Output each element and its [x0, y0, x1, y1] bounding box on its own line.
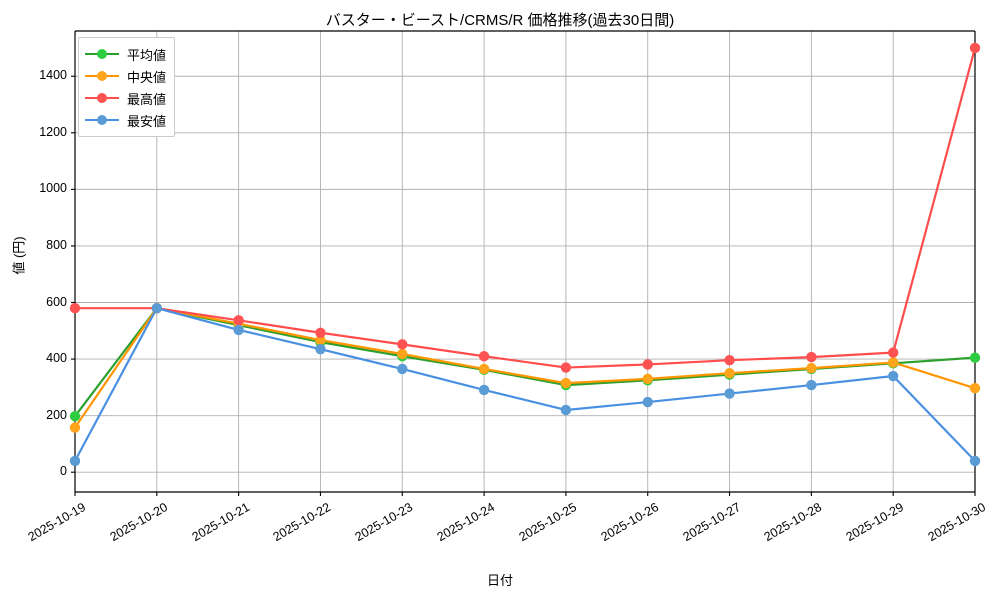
data-point	[806, 351, 817, 363]
grid-lines	[74, 31, 976, 492]
data-series-group	[69, 42, 981, 467]
data-point	[969, 352, 981, 363]
legend-swatch-icon	[85, 113, 119, 127]
data-point	[560, 404, 572, 416]
data-point	[887, 370, 899, 382]
data-point	[969, 383, 981, 394]
axis-spines	[74, 30, 976, 493]
data-point	[151, 302, 163, 314]
series-line-2	[73, 46, 977, 369]
legend-label: 中央値	[127, 69, 167, 85]
y-tick-label: 1200	[39, 124, 67, 139]
chart-legend: 平均値中央値最高値最安値	[78, 37, 176, 137]
data-point	[233, 315, 244, 326]
legend-label: 最安値	[127, 113, 167, 129]
data-point	[724, 388, 735, 399]
legend-swatch-icon	[85, 69, 119, 83]
data-point	[642, 359, 653, 370]
y-tick-label: 1000	[39, 181, 67, 196]
data-point	[887, 357, 899, 368]
data-point	[397, 339, 408, 350]
data-point	[69, 302, 81, 314]
data-point	[806, 362, 817, 374]
chart-title: バスター・ビースト/CRMS/R 価格推移(過去30日間)	[325, 12, 675, 29]
data-point	[69, 422, 81, 433]
data-point	[969, 455, 981, 467]
data-point	[69, 411, 81, 422]
data-point	[642, 396, 653, 408]
legend-label: 平均値	[127, 47, 167, 63]
data-point	[642, 373, 653, 385]
x-axis-label: 日付	[486, 573, 513, 588]
data-point	[724, 355, 735, 366]
data-point	[315, 334, 326, 346]
data-point	[724, 368, 735, 379]
data-point	[478, 351, 490, 362]
legend-item-1[interactable]: 中央値	[85, 65, 166, 87]
y-tick-label: 1400	[39, 68, 67, 83]
data-point	[806, 379, 817, 391]
legend-swatch-icon	[85, 47, 119, 61]
y-tick-label: 800	[46, 237, 67, 252]
y-tick-label: 0	[60, 464, 67, 479]
data-point	[887, 347, 899, 358]
data-point	[478, 363, 490, 375]
data-point	[969, 42, 981, 54]
data-point	[560, 377, 572, 389]
legend-item-2[interactable]: 最高値	[85, 87, 166, 109]
legend-item-3[interactable]: 最安値	[85, 109, 166, 131]
data-point	[69, 455, 81, 467]
legend-label: 最高値	[127, 91, 167, 107]
data-point	[315, 343, 326, 355]
data-point	[397, 348, 408, 360]
y-tick-label: 200	[46, 407, 67, 422]
y-tick-label: 400	[46, 351, 67, 366]
series-line-3	[73, 307, 977, 462]
data-point	[315, 327, 326, 338]
data-point	[233, 324, 244, 336]
legend-item-0[interactable]: 平均値	[85, 43, 166, 65]
data-point	[560, 362, 572, 373]
y-tick-label: 600	[46, 294, 67, 309]
data-point	[478, 384, 490, 396]
axis-ticks	[71, 75, 976, 496]
data-point	[397, 363, 408, 375]
series-line-1	[73, 307, 977, 429]
legend-swatch-icon	[85, 91, 119, 105]
